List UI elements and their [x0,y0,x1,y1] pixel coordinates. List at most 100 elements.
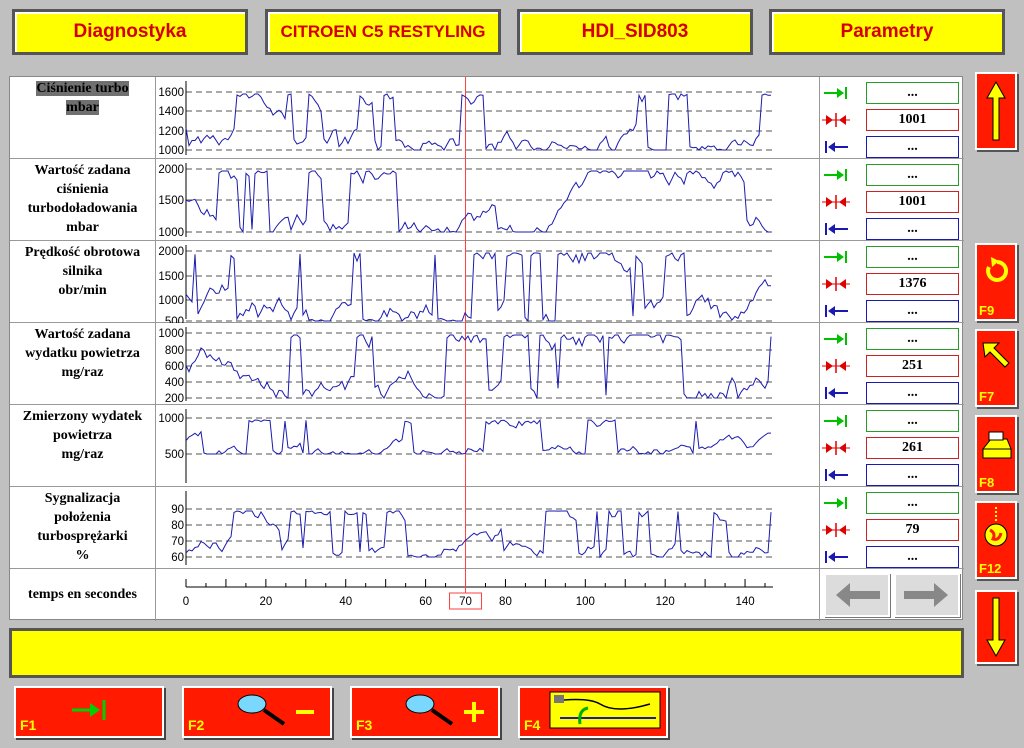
parameter-label-line: % [75,548,90,563]
parameter-label-line: mg/raz [61,365,104,380]
go-to-min-icon[interactable] [822,466,850,484]
parameter-label[interactable]: Wartość zadana ciśnienia turbodoładowania m… [10,159,156,240]
y-tick-label: 1000 [158,227,184,239]
go-to-max-icon[interactable] [822,248,850,266]
parameter-plot[interactable]: 2000 1500 1000 500 [156,241,820,323]
y-tick-label: 1000 [158,145,184,157]
cursor-position-icon[interactable] [822,193,850,211]
y-tick-label: 600 [165,361,184,373]
f2-zoom-out-button[interactable]: F2 [182,686,332,738]
go-to-min-icon[interactable] [822,302,850,320]
parameter-row: Wartość zadana wydatku powietrza mg/raz 100… [10,323,964,405]
y-tick-label: 500 [165,449,184,461]
arrow-left-icon [836,583,880,607]
y-tick-label: 1200 [158,126,184,138]
cursor-value-box: 261 [866,437,959,459]
parameter-plot[interactable]: 1000 800 600 400 200 [156,323,820,405]
time-axis-row: temps en secondes 0 20 40 60 80 100 120 140 70 [10,569,964,621]
time-tick-label: 120 [656,596,675,608]
go-to-min-icon[interactable] [822,220,850,238]
go-to-min-icon[interactable] [822,384,850,402]
f8-label: F8 [979,475,995,490]
parameter-plot[interactable]: 1000 500 [156,405,820,487]
go-to-min-icon[interactable] [822,548,850,566]
globe-icon [984,507,1008,547]
parameter-label-line: mbar [66,100,99,115]
parameter-label[interactable]: Wartość zadana wydatku powietrza mg/raz [10,323,156,404]
parameter-panel: Ciśnienie turbo mbar 1600 1400 1200 1000... 10… [9,76,964,621]
parameter-label-line: położenia [54,510,111,525]
header-section[interactable]: Parametry [769,9,1005,55]
go-to-min-icon[interactable] [822,138,850,156]
y-tick-label: 1000 [158,328,184,340]
go-to-max-icon[interactable] [822,84,850,102]
go-to-max-icon[interactable] [822,330,850,348]
scroll-down-button[interactable] [975,590,1017,664]
parameter-label-line: Wartość zadana [34,163,131,178]
scroll-right-button[interactable] [894,573,960,617]
print-button[interactable]: F8 [975,415,1017,493]
y-tick-label: 70 [171,536,184,548]
y-tick-label: 500 [165,316,184,323]
f1-record-button[interactable]: F1 [14,686,164,738]
go-to-max-icon[interactable] [822,166,850,184]
max-value-box: ... [866,410,959,432]
parameter-label[interactable]: Ciśnienie turbo mbar [10,77,156,158]
status-bar [9,628,964,678]
cursor-position-icon[interactable] [822,521,850,539]
f4-graph-button[interactable]: F4 [518,686,668,738]
signal-trace [185,170,771,234]
time-axis-plot[interactable]: 0 20 40 60 80 100 120 140 70 [156,569,820,621]
f7-label: F7 [979,389,995,404]
refresh-icon [986,257,1009,282]
parameter-label[interactable]: Zmierzony wydatek powietrza mg/raz [10,405,156,486]
parameter-label[interactable]: Prędkość obrotowa silnika obr/min [10,241,156,322]
parameter-row: Prędkość obrotowa silnika obr/min 2000 1500 1… [10,241,964,323]
min-value-box: ... [866,546,959,568]
header-diagnostics[interactable]: Diagnostyka [12,9,248,55]
parameter-plot[interactable]: 1600 1400 1200 1000 [156,77,820,159]
parameter-label-line: wydatku powietrza [25,346,140,361]
go-to-max-icon[interactable] [822,494,850,512]
f2-label: F2 [188,717,205,733]
parameter-label-line: mbar [66,220,99,235]
signal-trace [185,509,772,559]
cursor-position-icon[interactable] [822,275,850,293]
y-tick-label: 1600 [158,87,184,99]
cursor-position-icon[interactable] [822,439,850,457]
arrow-right-icon [904,583,948,607]
parameter-label-line: Sygnalizacja [44,491,121,506]
arrow-down-icon [986,597,1006,658]
parameter-label-line: Zmierzony wydatek [22,409,143,424]
parameter-label[interactable]: Sygnalizacja położenia turbosprężarki% [10,487,156,568]
cursor-button[interactable]: F7 [975,329,1017,407]
header-ecu[interactable]: HDI_SID803 [517,9,753,55]
time-tick-label: 40 [339,596,352,608]
y-tick-label: 60 [171,552,184,564]
y-tick-label: 1400 [158,106,184,118]
cursor-value-box: 251 [866,355,959,377]
scroll-up-button[interactable] [975,72,1017,150]
y-tick-label: 1000 [158,295,184,307]
go-to-max-icon[interactable] [822,412,850,430]
parameter-label-line: Prędkość obrotowa [24,245,141,260]
f3-zoom-in-button[interactable]: F3 [350,686,500,738]
cursor-position-icon[interactable] [822,357,850,375]
refresh-button[interactable]: F9 [975,243,1017,321]
time-cursor-label: 70 [459,596,472,608]
header-vehicle[interactable]: CITROEN C5 RESTYLING [265,9,501,55]
parameter-plot[interactable]: 90 80 70 60 [156,487,820,569]
y-tick-label: 2000 [158,164,184,176]
cursor-position-icon[interactable] [822,111,850,129]
f12-label: F12 [979,561,1002,576]
parameter-plot[interactable]: 2000 1500 1000 [156,159,820,241]
max-value-box: ... [866,164,959,186]
globe-button[interactable]: F12 [975,501,1017,579]
time-tick-label: 80 [499,596,512,608]
scroll-left-button[interactable] [824,573,890,617]
f4-label: F4 [524,717,541,733]
parameter-label-line: Ciśnienie turbo [36,81,129,96]
y-tick-label: 800 [165,345,184,357]
signal-trace [185,333,772,400]
parameter-label-line: obr/min [58,283,107,298]
